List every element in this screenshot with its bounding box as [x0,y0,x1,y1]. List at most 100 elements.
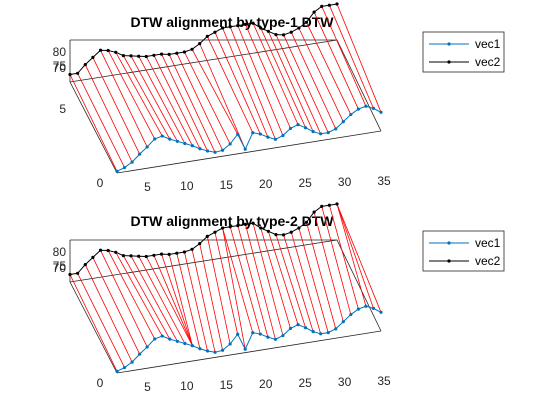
alignment-line [215,32,260,134]
alignment-line [139,56,185,143]
data-point-vec2 [328,4,331,7]
x-tick-label: 0 [97,176,104,190]
data-point-vec1 [161,134,164,137]
axis-edge [70,82,117,173]
alignment-line [261,28,306,128]
alignment-line [177,53,223,150]
alignment-line [337,4,381,112]
data-point-vec1 [372,107,375,110]
data-point-vec1 [357,308,360,311]
data-point-vec2 [107,49,110,52]
data-point-vec2 [129,254,132,257]
legend-label-vec1: vec1 [475,37,501,51]
axis-edge [70,282,117,373]
data-point-vec1 [130,161,133,164]
data-point-vec2 [84,263,87,266]
y-tick-label: 5 [59,102,66,116]
data-point-vec2 [236,224,239,227]
x-tick-label: 10 [180,179,194,193]
data-point-vec2 [236,24,239,27]
data-point-vec1 [138,353,141,356]
data-point-vec2 [206,235,209,238]
data-point-vec1 [327,331,330,334]
data-point-vec2 [335,202,338,205]
data-point-vec2 [206,35,209,38]
data-point-vec2 [251,22,254,25]
data-point-vec2 [282,233,285,236]
data-point-vec1 [281,334,284,337]
data-point-vec1 [274,138,277,141]
x-tick-label: 35 [377,174,391,188]
data-point-vec1 [153,337,156,340]
data-point-vec2 [290,231,293,234]
data-point-vec1 [138,153,141,156]
data-point-vec2 [282,33,285,36]
data-point-vec2 [175,52,178,55]
data-point-vec2 [213,31,216,34]
data-point-vec2 [183,50,186,53]
data-point-vec2 [290,31,293,34]
data-point-vec2 [274,233,277,236]
alignment-line [268,231,298,324]
data-point-vec1 [304,126,307,129]
data-point-vec2 [122,254,125,257]
data-point-vec2 [160,253,163,256]
alignment-line [85,65,132,163]
data-point-vec1 [244,148,247,151]
alignment-lines [70,204,381,371]
data-point-vec1 [213,351,216,354]
data-point-vec1 [213,151,216,154]
data-point-vec1 [251,131,254,134]
data-point-vec1 [183,142,186,145]
data-point-vec2 [251,222,254,225]
data-point-vec1 [379,111,382,114]
data-point-vec2 [114,251,117,254]
data-point-vec1 [379,311,382,314]
legend-marker-vec2 [447,60,450,63]
data-point-vec1 [266,136,269,139]
x-tick-label: 20 [259,177,273,191]
data-point-vec2 [320,205,323,208]
data-point-vec1 [168,138,171,141]
data-point-vec1 [327,131,330,134]
data-point-vec1 [229,342,232,345]
alignment-line [146,257,192,346]
alignment-line [70,275,117,372]
x-tick-label: 10 [180,379,194,393]
data-point-vec1 [191,144,194,147]
data-point-vec2 [229,25,232,28]
series-vec1 [115,305,382,373]
alignment-line [108,51,155,139]
data-point-vec1 [191,344,194,347]
data-point-vec2 [76,72,79,75]
data-point-vec1 [161,334,164,337]
data-point-vec2 [244,23,247,26]
data-point-vec2 [129,54,132,57]
x-tick-label: 20 [259,377,273,391]
alignment-line [101,50,148,147]
data-point-vec2 [168,53,171,56]
alignment-line [238,226,268,338]
data-point-vec2 [99,49,102,52]
data-point-vec2 [107,249,110,252]
data-point-vec2 [305,221,308,224]
data-point-vec1 [281,134,284,137]
legend-label-vec2: vec2 [475,254,501,268]
x-tick-label: 15 [220,178,234,192]
alignment-line [284,235,314,332]
data-point-vec1 [289,327,292,330]
z-tick-label: 80 [53,45,67,59]
legend-marker-vec1 [447,241,450,244]
data-point-vec1 [115,370,118,373]
alignment-line [116,52,162,136]
x-tick-label: 0 [97,376,104,390]
alignment-line [253,23,298,124]
data-point-vec1 [349,113,352,116]
x-tick-label: 30 [338,175,352,189]
alignment-line [207,236,230,344]
alignment-line [337,204,366,306]
data-point-vec1 [229,142,232,145]
alignment-line [284,35,329,133]
alignment-line [276,235,306,328]
alignment-line [169,54,215,152]
